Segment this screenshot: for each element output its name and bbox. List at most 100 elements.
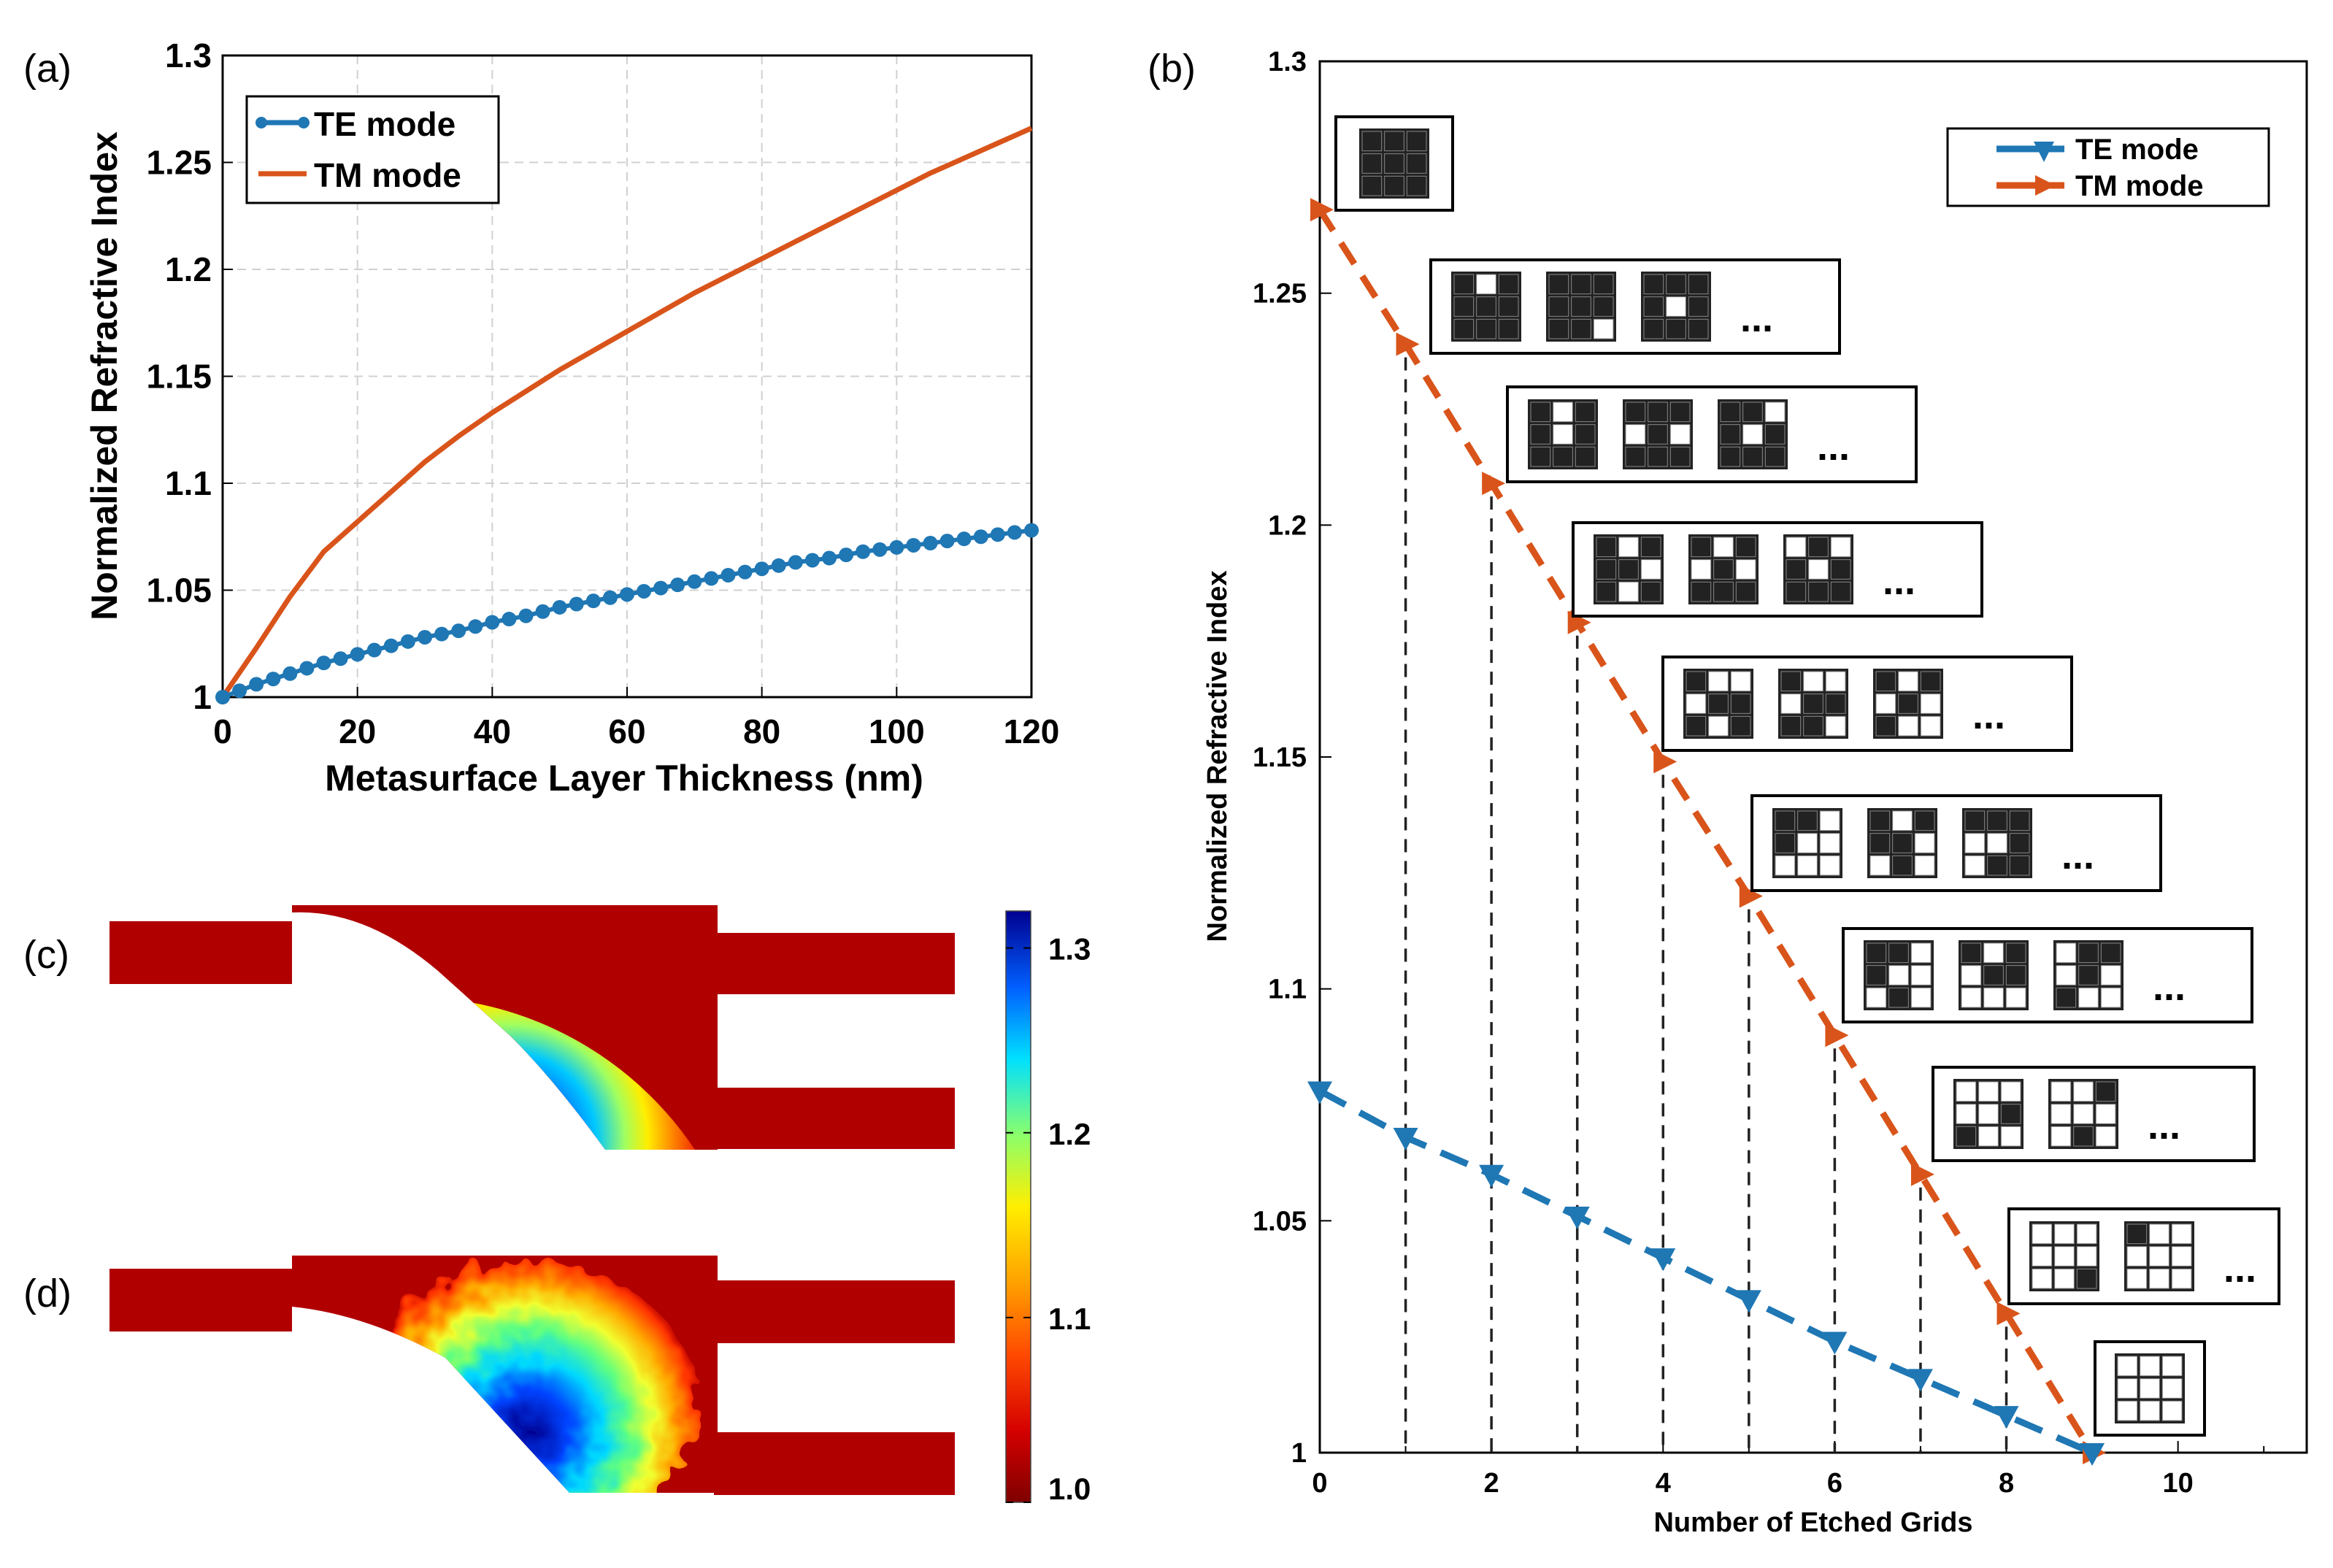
etch-cell <box>1669 446 1691 467</box>
etch-cell <box>1708 715 1729 737</box>
etch-cell <box>2054 1223 2075 1245</box>
etch-cell <box>1875 715 1896 737</box>
te-point <box>754 561 769 577</box>
etch-cell <box>1625 401 1646 423</box>
te-point <box>872 542 888 557</box>
etch-cell <box>1618 537 1639 558</box>
etch-cell <box>1553 401 1573 423</box>
etch-cell <box>1888 942 1909 964</box>
etch-cell <box>1406 175 1427 196</box>
etch-cell <box>1983 965 2004 985</box>
etch-cell <box>2005 942 2026 964</box>
panel-b-x-tick-label: 4 <box>1656 1468 1671 1499</box>
etch-cell <box>2009 855 2030 876</box>
etch-cell <box>2073 1104 2094 1124</box>
etch-cell <box>2073 1126 2094 1147</box>
etch-cell <box>2117 1378 2138 1399</box>
te-point <box>1007 525 1022 540</box>
etch-pattern <box>2053 940 2123 1010</box>
etch-cell <box>1453 296 1475 317</box>
etch-cell <box>2095 1081 2116 1102</box>
etch-cell <box>2078 965 2099 985</box>
etch-cell <box>2073 1081 2094 1102</box>
etch-cell <box>2100 942 2121 964</box>
etch-cell <box>2161 1356 2183 1377</box>
tm-point <box>1739 884 1763 908</box>
colorbar-tick-label: 1.1 <box>1048 1302 1091 1336</box>
inset-ellipsis: ... <box>1883 559 1915 603</box>
inset-box: ... <box>1506 385 1918 483</box>
panel-b-y-tick-label: 1.15 <box>1253 742 1307 773</box>
etch-cell <box>1530 401 1551 423</box>
colorbar-tick-label: 1.0 <box>1048 1472 1091 1506</box>
device-d-index-map <box>361 1263 697 1493</box>
inset-ellipsis: ... <box>2148 1104 2180 1148</box>
etch-pattern <box>1953 1079 2023 1149</box>
etch-cell <box>1803 693 1823 714</box>
etch-pattern <box>1594 534 1664 604</box>
etch-pattern <box>1546 272 1616 342</box>
etch-cell <box>1593 318 1614 339</box>
te-point-b <box>1907 1369 1933 1392</box>
panel-b-x-tick-label: 0 <box>1312 1468 1327 1499</box>
etch-cell <box>1764 401 1786 423</box>
etch-cell <box>1898 693 1918 714</box>
inset-box <box>2094 1340 2206 1437</box>
etch-cell <box>1920 671 1941 692</box>
panel-a-x-tick-label: 100 <box>869 712 925 750</box>
etch-cell <box>1575 424 1596 445</box>
device-d-input-waveguide <box>109 1269 292 1331</box>
etch-cell <box>1983 987 2004 1008</box>
te-point <box>552 599 567 615</box>
etch-cell <box>1666 318 1686 339</box>
etch-pattern <box>1718 399 1788 469</box>
etch-cell <box>2050 1081 2072 1102</box>
etch-pattern <box>1359 128 1429 199</box>
etch-cell <box>1730 671 1751 692</box>
device-d-pixelated-lens <box>361 1263 697 1493</box>
etch-cell <box>1780 693 1802 714</box>
etch-cell <box>2126 1223 2148 1245</box>
te-point <box>451 623 466 639</box>
inset-box: ... <box>1572 521 1983 618</box>
etch-cell <box>1803 715 1823 737</box>
inset-box: ... <box>2007 1207 2280 1305</box>
etch-cell <box>1869 810 1891 831</box>
etch-cell <box>1669 424 1691 445</box>
etch-cell <box>2056 987 2077 1008</box>
etch-cell <box>1775 833 1796 853</box>
etch-cell <box>1361 131 1383 152</box>
panel-a-y-label: Normalized Refractive Index <box>84 131 125 620</box>
panel-a-y-tick-label: 1.2 <box>165 250 212 288</box>
etch-pattern <box>1867 808 1937 878</box>
te-point <box>720 567 736 583</box>
te-point <box>602 590 618 605</box>
inset-box <box>1334 115 1454 212</box>
etch-cell <box>1866 942 1887 964</box>
panel-a: (a) 0 20 40 60 80 100 120 1 1.05 1.1 1.15 1.2 1.25 1.… <box>23 36 1059 799</box>
etch-cell <box>1869 855 1891 876</box>
panel-d: (d) <box>23 1256 955 1495</box>
te-point-b <box>2080 1443 2105 1466</box>
te-point-b <box>1822 1331 1848 1355</box>
etch-cell <box>1892 833 1913 853</box>
panel-a-x-label: Metasurface Layer Thickness (nm) <box>325 758 923 799</box>
panel-a-x-tick-label: 120 <box>1004 712 1060 750</box>
inset-ellipsis: ... <box>2153 965 2186 1009</box>
etch-cell <box>1530 446 1551 467</box>
etch-cell <box>1713 559 1734 580</box>
etch-pattern <box>1641 272 1711 342</box>
etch-cell <box>1786 581 1807 602</box>
etch-cell <box>2100 987 2121 1008</box>
te-point <box>249 677 264 692</box>
etch-cell <box>1964 855 1986 876</box>
etch-cell <box>1406 153 1427 174</box>
etch-cell <box>1625 424 1646 445</box>
panel-b-x-tick-label: 6 <box>1827 1468 1842 1499</box>
etch-cell <box>1797 855 1818 876</box>
te-point <box>637 583 652 599</box>
etch-cell <box>1920 693 1941 714</box>
etch-cell <box>1808 537 1829 558</box>
te-point <box>434 626 450 642</box>
etch-cell <box>1819 855 1840 876</box>
